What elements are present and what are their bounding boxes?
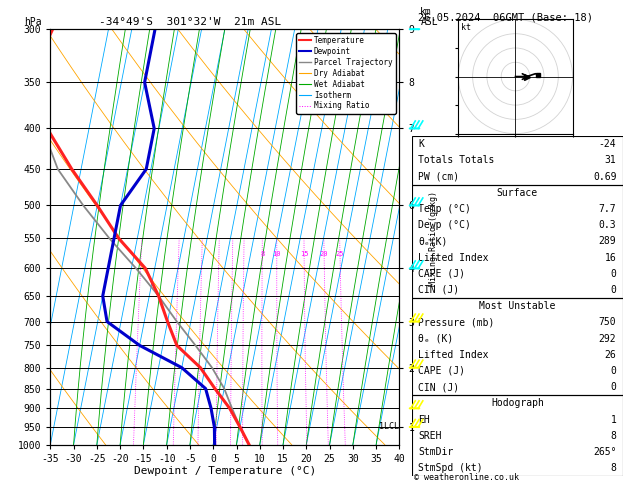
Text: 0: 0	[611, 285, 616, 295]
Text: CIN (J): CIN (J)	[418, 285, 459, 295]
Text: SREH: SREH	[418, 431, 442, 441]
Bar	[412, 395, 623, 476]
Legend: Temperature, Dewpoint, Parcel Trajectory, Dry Adiabat, Wet Adiabat, Isotherm, Mi: Temperature, Dewpoint, Parcel Trajectory…	[296, 33, 396, 114]
Text: km
ASL: km ASL	[420, 7, 438, 27]
Text: θₑ (K): θₑ (K)	[418, 333, 454, 344]
Text: StmDir: StmDir	[418, 447, 454, 457]
Text: 1: 1	[611, 415, 616, 425]
Bar	[412, 136, 623, 185]
Text: 8: 8	[611, 463, 616, 473]
Text: 8: 8	[260, 251, 264, 257]
Text: PW (cm): PW (cm)	[418, 172, 459, 182]
Text: 750: 750	[599, 317, 616, 328]
X-axis label: Dewpoint / Temperature (°C): Dewpoint / Temperature (°C)	[134, 467, 316, 476]
Text: K: K	[418, 139, 424, 149]
Text: CIN (J): CIN (J)	[418, 382, 459, 392]
Text: 26: 26	[604, 350, 616, 360]
Text: Lifted Index: Lifted Index	[418, 253, 489, 262]
Text: 8: 8	[611, 431, 616, 441]
Text: Most Unstable: Most Unstable	[479, 301, 555, 311]
Text: 265°: 265°	[593, 447, 616, 457]
Text: Totals Totals: Totals Totals	[418, 156, 494, 165]
Text: Hodograph: Hodograph	[491, 399, 544, 408]
Bar	[412, 185, 623, 298]
Text: CAPE (J): CAPE (J)	[418, 366, 465, 376]
Text: Mixing Ratio (g/kg): Mixing Ratio (g/kg)	[429, 191, 438, 286]
Text: CAPE (J): CAPE (J)	[418, 269, 465, 279]
Text: 10: 10	[272, 251, 281, 257]
Text: 1LCL: 1LCL	[379, 422, 399, 432]
Text: 292: 292	[599, 333, 616, 344]
Text: StmSpd (kt): StmSpd (kt)	[418, 463, 483, 473]
Text: 0.3: 0.3	[599, 220, 616, 230]
Text: 0: 0	[611, 382, 616, 392]
Text: 15: 15	[300, 251, 308, 257]
Text: 25: 25	[336, 251, 344, 257]
Text: hPa: hPa	[24, 17, 42, 27]
Text: Lifted Index: Lifted Index	[418, 350, 489, 360]
Text: 20: 20	[320, 251, 328, 257]
Text: 0: 0	[611, 269, 616, 279]
Text: 7.7: 7.7	[599, 204, 616, 214]
Text: 0: 0	[611, 366, 616, 376]
Text: θₑ(K): θₑ(K)	[418, 236, 448, 246]
Text: 31: 31	[604, 156, 616, 165]
Text: kt: kt	[460, 23, 470, 32]
Text: EH: EH	[418, 415, 430, 425]
Text: Pressure (mb): Pressure (mb)	[418, 317, 494, 328]
Bar	[412, 298, 623, 395]
Text: Dewp (°C): Dewp (°C)	[418, 220, 471, 230]
Text: 289: 289	[599, 236, 616, 246]
Text: -24: -24	[599, 139, 616, 149]
Text: 26.05.2024  06GMT (Base: 18): 26.05.2024 06GMT (Base: 18)	[418, 12, 593, 22]
Text: Surface: Surface	[497, 188, 538, 198]
Text: 16: 16	[604, 253, 616, 262]
Text: 0.69: 0.69	[593, 172, 616, 182]
Text: © weatheronline.co.uk: © weatheronline.co.uk	[414, 473, 519, 482]
Title: -34°49'S  301°32'W  21m ASL: -34°49'S 301°32'W 21m ASL	[99, 17, 281, 27]
Text: Temp (°C): Temp (°C)	[418, 204, 471, 214]
